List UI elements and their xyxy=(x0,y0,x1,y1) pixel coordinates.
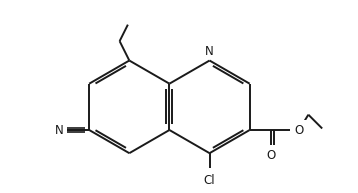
Text: N: N xyxy=(205,45,214,58)
Text: O: O xyxy=(267,149,276,162)
Text: Cl: Cl xyxy=(204,174,216,187)
Text: N: N xyxy=(55,124,64,136)
Text: O: O xyxy=(294,124,303,136)
